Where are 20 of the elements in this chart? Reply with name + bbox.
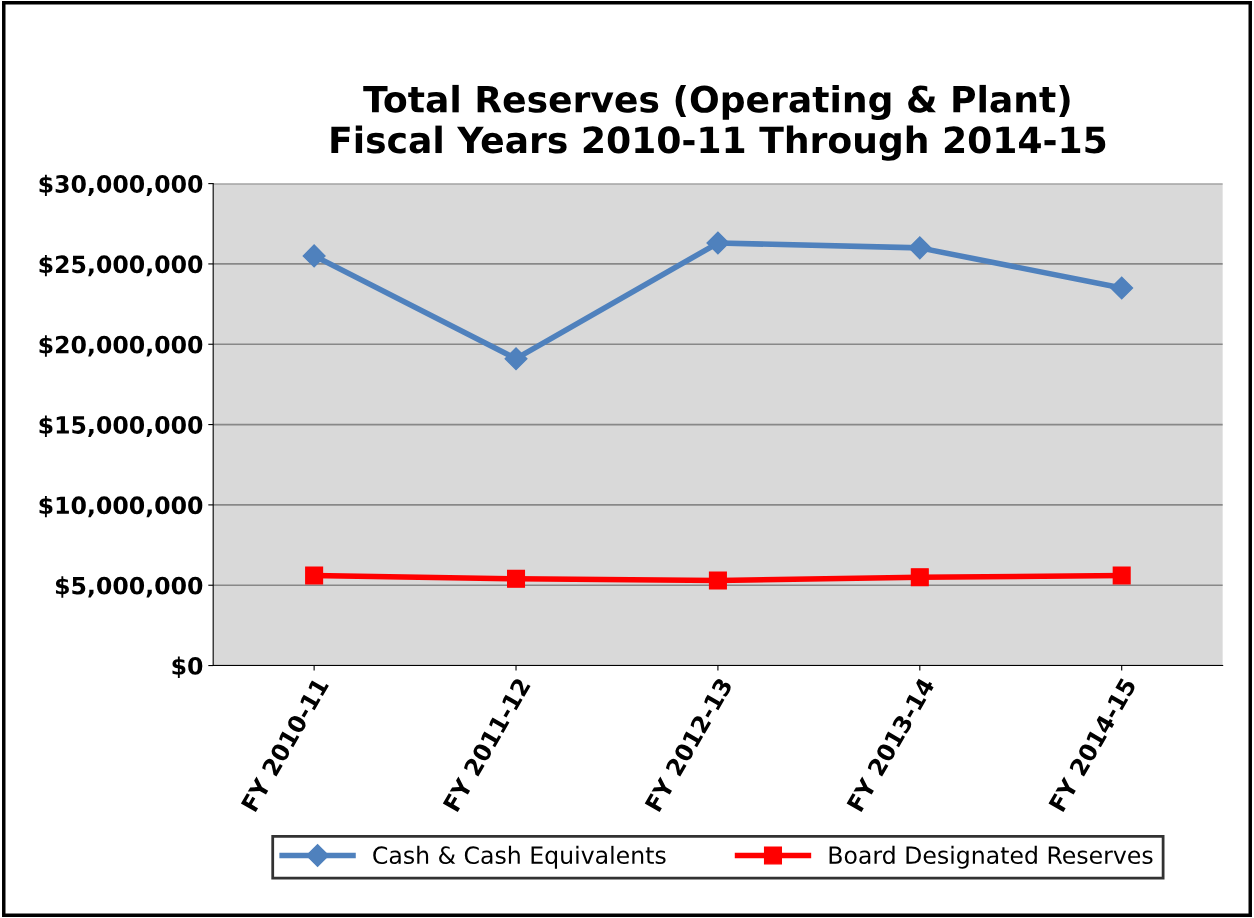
chart-title: Total Reserves (Operating & Plant) Fiscal Years 2010-11 Through 2014-15 bbox=[331, 84, 1106, 161]
y-tick-label: $20,000,000 bbox=[39, 335, 203, 357]
y-tick-label: $0 bbox=[172, 656, 203, 678]
y-tick-label: $5,000,000 bbox=[55, 576, 203, 598]
point bbox=[910, 568, 929, 587]
point bbox=[706, 231, 730, 255]
y-tick-label: $25,000,000 bbox=[39, 254, 203, 277]
legend-label: Board Designated Reserves bbox=[829, 845, 1153, 869]
y-tick-label: $30,000,000 bbox=[39, 174, 203, 197]
point bbox=[908, 236, 932, 260]
point bbox=[708, 571, 727, 590]
point bbox=[506, 569, 526, 588]
point bbox=[305, 566, 324, 585]
y-tick-label: $15,000,000 bbox=[39, 415, 203, 438]
y-tick-label: $10,000,000 bbox=[39, 495, 203, 518]
point bbox=[504, 347, 528, 371]
point bbox=[1110, 276, 1134, 300]
legend-label: Cash & Cash Equivalents bbox=[373, 845, 666, 869]
point bbox=[1112, 566, 1131, 585]
point bbox=[302, 244, 326, 268]
